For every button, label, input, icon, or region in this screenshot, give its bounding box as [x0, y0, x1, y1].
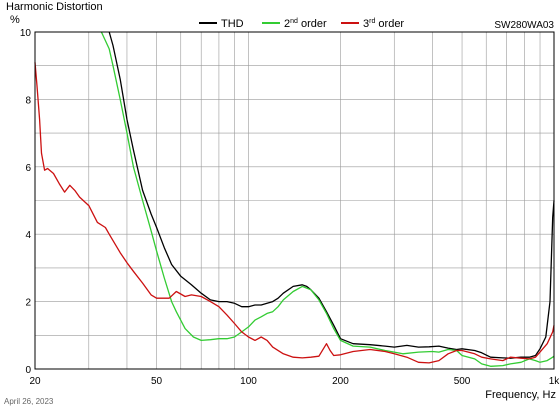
grid	[35, 32, 554, 369]
chart-title: Harmonic Distortion	[6, 1, 103, 13]
y-tick-label: 2	[25, 298, 31, 309]
chart-date: April 26, 2023	[4, 397, 54, 406]
x-tick-label: 20	[29, 376, 41, 387]
legend: THD 2nd order 3rd order	[199, 18, 404, 30]
plot-frame	[34, 31, 555, 370]
legend-thd-label: THD	[221, 18, 244, 30]
x-tick-label: 500	[454, 376, 471, 387]
y-tick-label: 0	[25, 365, 31, 376]
y-tick-label: 4	[25, 230, 31, 241]
x-tick-label: 50	[151, 376, 163, 387]
x-tick-label: 100	[240, 376, 257, 387]
x-axis-ticks: 20 50 100 200 500 1k	[29, 376, 560, 387]
model-label: SW280WA03	[494, 20, 554, 31]
legend-2nd-order-label: 2nd order	[284, 18, 327, 30]
series-line-thd	[108, 31, 555, 359]
y-axis-ticks: 0 2 4 6 8 10	[20, 28, 32, 376]
series-lines	[34, 31, 555, 367]
legend-3rd-order-label: 3rd order	[363, 18, 404, 30]
x-axis-label: Frequency, Hz	[485, 389, 556, 401]
y-tick-label: 10	[20, 28, 32, 39]
x-tick-label: 1k	[549, 376, 560, 387]
y-tick-label: 6	[25, 163, 31, 174]
x-tick-label: 200	[332, 376, 349, 387]
series-line-3rd-order	[34, 62, 555, 364]
y-tick-label: 8	[25, 95, 31, 106]
series-line-2nd-order	[100, 31, 555, 367]
y-axis-label: %	[10, 14, 20, 26]
